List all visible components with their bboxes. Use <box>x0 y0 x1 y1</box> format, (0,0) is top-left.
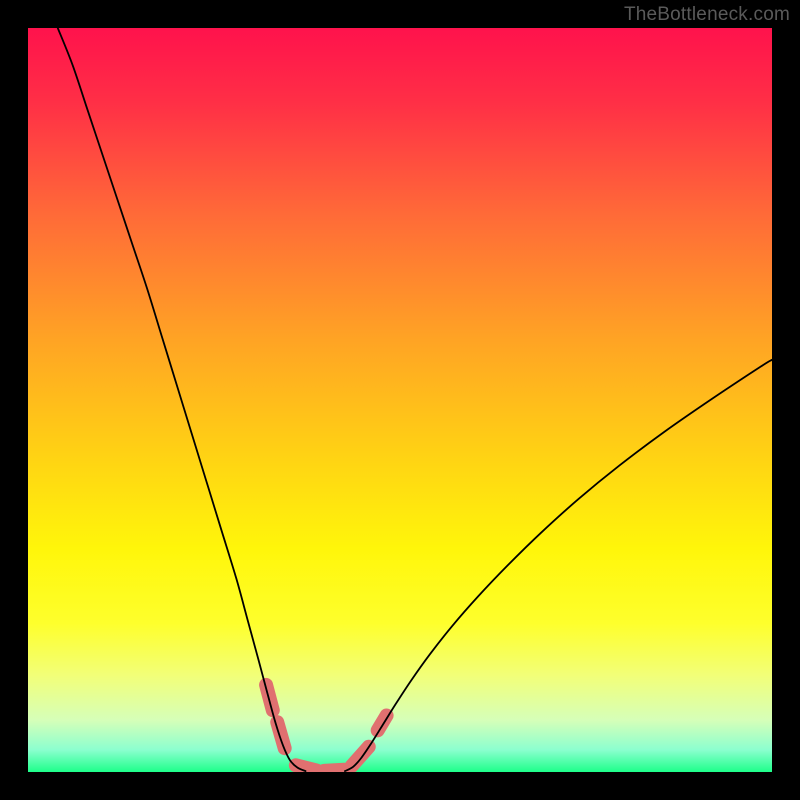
gradient-background <box>28 28 772 772</box>
chart-frame: TheBottleneck.com <box>0 0 800 800</box>
plot-area <box>28 28 772 772</box>
plot-svg <box>28 28 772 772</box>
watermark-text: TheBottleneck.com <box>624 4 790 26</box>
